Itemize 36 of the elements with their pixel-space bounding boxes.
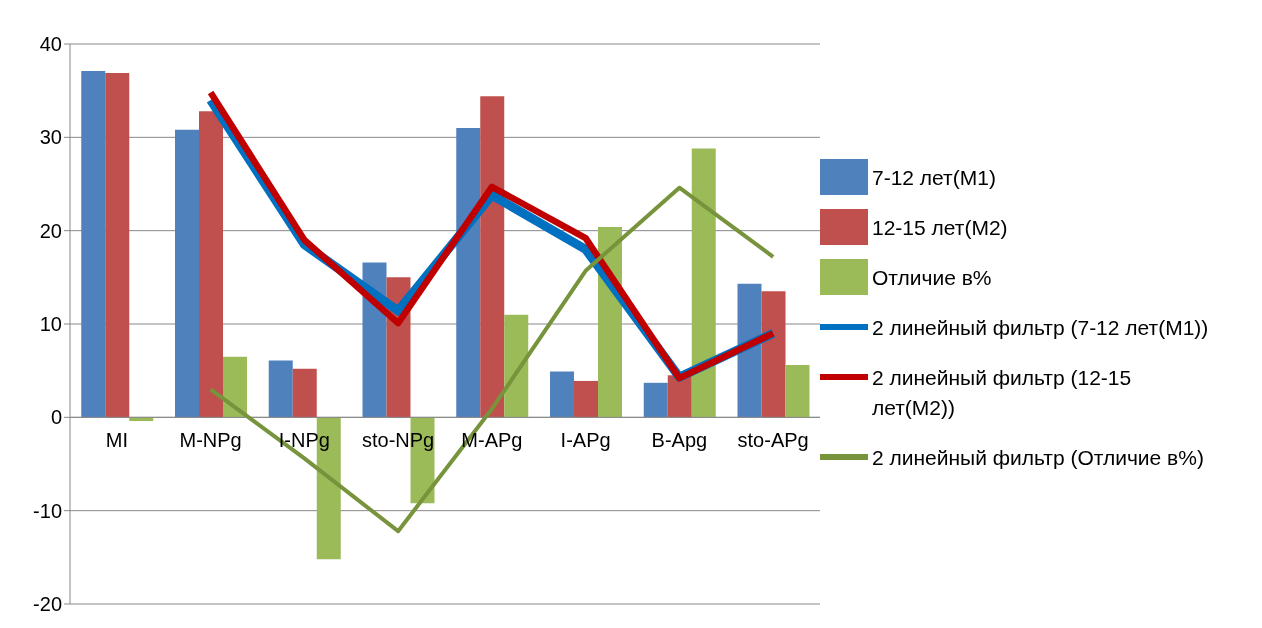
legend-label: 2 линейный фильтр (7-12 лет(M1)) xyxy=(872,315,1209,341)
legend-label: 7-12 лет(M1) xyxy=(872,165,996,191)
y-tick-label: 10 xyxy=(39,313,62,336)
legend-label: Отличие в% xyxy=(872,265,992,291)
bar xyxy=(199,111,223,418)
legend-label: 2 линейный фильтр (12-15 лет(M2)) xyxy=(872,365,1133,421)
y-tick-label: -10 xyxy=(33,499,62,522)
bar xyxy=(292,368,317,418)
bar xyxy=(785,365,810,418)
y-tick-label: -20 xyxy=(33,593,62,616)
bar xyxy=(550,371,574,418)
bar xyxy=(761,291,786,418)
x-tick-label: B-Apg xyxy=(651,429,708,452)
bar xyxy=(223,356,247,418)
bar xyxy=(105,72,130,418)
bar xyxy=(504,314,529,418)
x-tick-label: sto-APg xyxy=(737,429,809,452)
x-tick-label: M-NPg xyxy=(179,429,242,452)
bar xyxy=(691,148,716,418)
y-tick-label: 40 xyxy=(39,33,62,56)
bar xyxy=(268,360,293,418)
bar xyxy=(737,283,762,418)
y-tick-label: 20 xyxy=(39,219,62,242)
y-tick-label: 30 xyxy=(39,126,62,149)
bar xyxy=(574,380,598,418)
legend-label: 2 линейный фильтр (Отличие в%) xyxy=(872,445,1204,471)
x-tick-label: I-APg xyxy=(560,429,611,452)
bar xyxy=(643,382,668,418)
bar xyxy=(81,71,106,418)
bar xyxy=(456,128,481,418)
x-tick-label: MI xyxy=(105,429,128,452)
bar xyxy=(175,129,199,418)
y-tick-label: 0 xyxy=(50,406,62,429)
legend-label: 12-15 лет(M2) xyxy=(872,215,1008,241)
bar xyxy=(667,375,692,418)
bar xyxy=(480,96,505,418)
